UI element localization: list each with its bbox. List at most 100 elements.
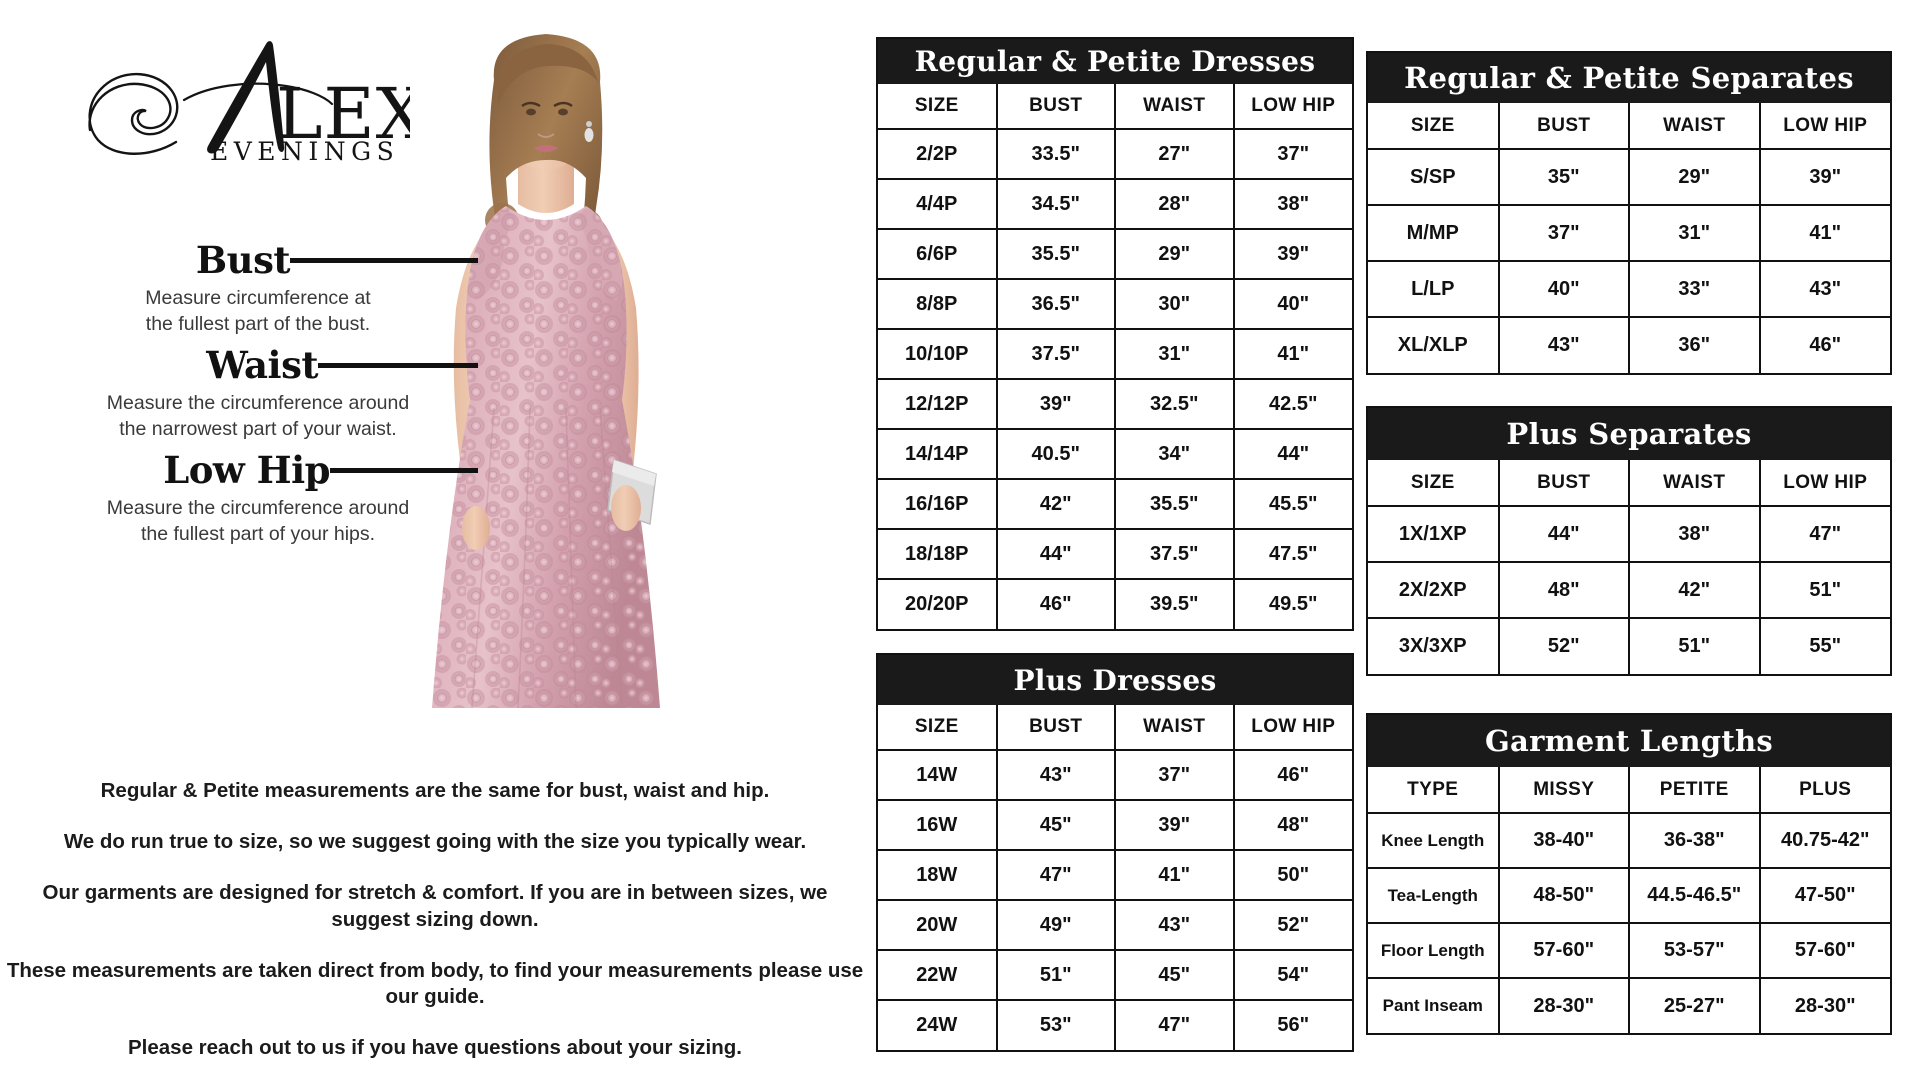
measurement-cell: 52" bbox=[1232, 899, 1352, 951]
measurement-cell: 28" bbox=[1114, 178, 1235, 230]
measurement-cell: 43" bbox=[1114, 899, 1235, 951]
row-label-cell: 1X/1XP bbox=[1368, 505, 1500, 563]
row-label-cell: 20W bbox=[878, 899, 998, 951]
table-row: 20/20P 46" 39.5" 49.5" bbox=[878, 578, 1352, 629]
measurement-cell: 29" bbox=[1114, 228, 1235, 280]
size-table: TYPE MISSY PETITE PLUS Knee Length 38-40" 36-3… bbox=[1368, 767, 1890, 1033]
table-row: 16/16P 42" 35.5" 45.5" bbox=[878, 478, 1352, 530]
measurement-cell: 35.5" bbox=[1114, 478, 1235, 530]
table-row: 6/6P 35.5" 29" 39" bbox=[878, 228, 1352, 280]
column-header: BUST bbox=[1497, 460, 1630, 507]
measurement-cell: 39" bbox=[1114, 799, 1235, 851]
measurement-cell: 56" bbox=[1232, 999, 1352, 1050]
row-label-cell: 14/14P bbox=[878, 428, 998, 480]
model-figure-icon bbox=[432, 34, 660, 709]
measurement-cell: 37" bbox=[1114, 749, 1235, 801]
column-header: TYPE bbox=[1368, 767, 1500, 814]
table-row: 20W 49" 43" 52" bbox=[878, 899, 1352, 951]
callout-low-hip-desc: Measure the circumference around the full… bbox=[106, 497, 410, 545]
model-photo bbox=[398, 8, 694, 756]
measurement-cell: 37.5" bbox=[1114, 528, 1235, 580]
measurement-cell: 34.5" bbox=[995, 178, 1116, 230]
column-header: LOW HIP bbox=[1758, 103, 1890, 150]
note-line: Regular & Petite measurements are the sa… bbox=[100, 779, 770, 802]
table-row: L/LP 40" 33" 43" bbox=[1368, 260, 1890, 318]
size-table: SIZE BUST WAIST LOW HIP S/SP 35" 29" 39" M/MP 37"… bbox=[1368, 103, 1890, 373]
measurement-cell: 45" bbox=[995, 799, 1116, 851]
row-label-cell: 22W bbox=[878, 949, 998, 1001]
table-row: S/SP 35" 29" 39" bbox=[1368, 148, 1890, 206]
measurement-cell: 43" bbox=[1758, 260, 1890, 318]
measurement-cell: 46" bbox=[995, 578, 1116, 629]
row-label-cell: 18/18P bbox=[878, 528, 998, 580]
measurement-cell: 47" bbox=[1758, 505, 1890, 563]
measurement-cell: 43" bbox=[995, 749, 1116, 801]
table-row: 24W 53" 47" 56" bbox=[878, 999, 1352, 1050]
row-label-cell: 2X/2XP bbox=[1368, 561, 1500, 619]
column-header: BUST bbox=[1497, 103, 1630, 150]
measurement-cell: 35" bbox=[1497, 148, 1630, 206]
row-label-cell: 8/8P bbox=[878, 278, 998, 330]
measurement-cell: 40.75-42" bbox=[1758, 812, 1890, 869]
column-header: PLUS bbox=[1758, 767, 1890, 814]
callout-bust-head: Bust bbox=[38, 240, 478, 280]
svg-text:EVENINGS: EVENINGS bbox=[210, 137, 399, 164]
measurement-cell: 44" bbox=[1232, 428, 1352, 480]
row-label-cell: Tea-Length bbox=[1368, 867, 1500, 924]
measurement-cell: 29" bbox=[1628, 148, 1761, 206]
measurement-cell: 51" bbox=[1628, 617, 1761, 674]
measurement-cell: 45.5" bbox=[1232, 478, 1352, 530]
row-label-cell: 3X/3XP bbox=[1368, 617, 1500, 674]
measurement-cell: 37" bbox=[1497, 204, 1630, 262]
row-label-cell: 14W bbox=[878, 749, 998, 801]
row-label-cell: L/LP bbox=[1368, 260, 1500, 318]
measurement-cell: 36-38" bbox=[1628, 812, 1761, 869]
measurement-cell: 28-30" bbox=[1758, 977, 1890, 1033]
row-label-cell: 18W bbox=[878, 849, 998, 901]
measurement-cell: 41" bbox=[1232, 328, 1352, 380]
table-garment-lengths: Garment Lengths TYPE MISSY PETITE PLUS Knee … bbox=[1366, 713, 1892, 1035]
column-header: BUST bbox=[995, 705, 1116, 751]
measurement-cell: 53" bbox=[995, 999, 1116, 1050]
row-label-cell: 16/16P bbox=[878, 478, 998, 530]
table-row: Pant Inseam 28-30" 25-27" 28-30" bbox=[1368, 977, 1890, 1033]
leader-line-low-hip bbox=[330, 467, 478, 473]
measurement-cell: 48" bbox=[1497, 561, 1630, 619]
table-plus-separates: Plus Separates SIZE BUST WAIST LOW HIP 1X/1X… bbox=[1366, 406, 1892, 676]
row-label-cell: 2/2P bbox=[878, 128, 998, 180]
measurement-cell: 28-30" bbox=[1497, 977, 1630, 1033]
measurement-cell: 27" bbox=[1114, 128, 1235, 180]
table-row: 18W 47" 41" 50" bbox=[878, 849, 1352, 901]
measurement-cell: 30" bbox=[1114, 278, 1235, 330]
measurement-cell: 31" bbox=[1114, 328, 1235, 380]
measurement-cell: 39" bbox=[995, 378, 1116, 430]
table-row: 14W 43" 37" 46" bbox=[878, 749, 1352, 801]
table-header-row: SIZE BUST WAIST LOW HIP bbox=[1368, 460, 1890, 507]
row-label-cell: 12/12P bbox=[878, 378, 998, 430]
table-header-row: SIZE BUST WAIST LOW HIP bbox=[878, 84, 1352, 130]
table-row: 4/4P 34.5" 28" 38" bbox=[878, 178, 1352, 230]
measurement-cell: 54" bbox=[1232, 949, 1352, 1001]
table-header-row: SIZE BUST WAIST LOW HIP bbox=[878, 705, 1352, 751]
callout-waist: Waist Measure the circumference around th… bbox=[38, 345, 478, 442]
measurement-cell: 43" bbox=[1497, 316, 1630, 373]
note-line: Our garments are designed for stretch & … bbox=[42, 881, 828, 931]
row-label-cell: 16W bbox=[878, 799, 998, 851]
measurement-cell: 25-27" bbox=[1628, 977, 1761, 1033]
measurement-cell: 48-50" bbox=[1497, 867, 1630, 924]
row-label-cell: 6/6P bbox=[878, 228, 998, 280]
measurement-cell: 31" bbox=[1628, 204, 1761, 262]
measurement-cell: 50" bbox=[1232, 849, 1352, 901]
measurement-cell: 38-40" bbox=[1497, 812, 1630, 869]
table-regular-petite-separates: Regular & Petite Separates SIZE BUST WAIST… bbox=[1366, 51, 1892, 375]
table-header-row: TYPE MISSY PETITE PLUS bbox=[1368, 767, 1890, 814]
table-title: Plus Separates bbox=[1368, 408, 1890, 460]
table-row: Tea-Length 48-50" 44.5-46.5" 47-50" bbox=[1368, 867, 1890, 924]
measurement-cell: 38" bbox=[1628, 505, 1761, 563]
table-title: Regular & Petite Separates bbox=[1368, 53, 1890, 103]
measurement-cell: 34" bbox=[1114, 428, 1235, 480]
callout-low-hip-title: Low Hip bbox=[163, 447, 330, 492]
measurement-cell: 57-60" bbox=[1758, 922, 1890, 979]
table-row: Knee Length 38-40" 36-38" 40.75-42" bbox=[1368, 812, 1890, 869]
table-row: 2/2P 33.5" 27" 37" bbox=[878, 128, 1352, 180]
